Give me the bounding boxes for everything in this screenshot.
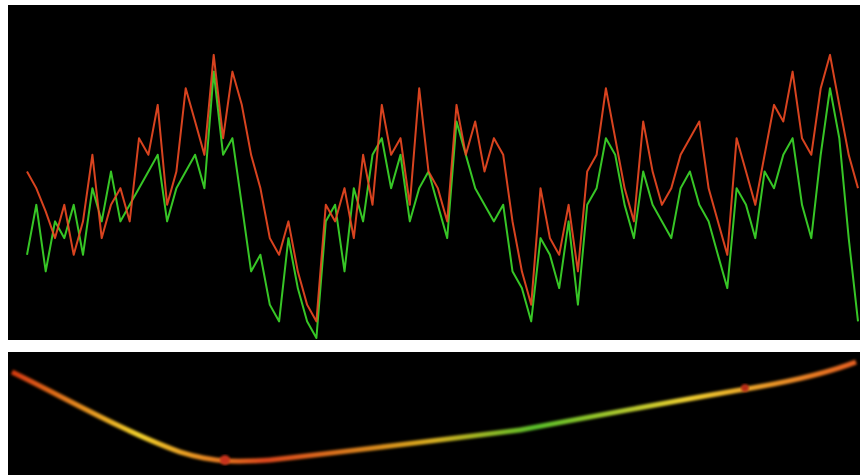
profile-line xyxy=(26,53,859,323)
plot-area xyxy=(8,5,860,340)
filament-spot xyxy=(220,455,230,465)
profile-line xyxy=(26,70,859,339)
lines xyxy=(26,53,859,339)
micrograph xyxy=(8,352,860,475)
filament-spot xyxy=(741,384,749,392)
filament xyxy=(10,359,857,464)
